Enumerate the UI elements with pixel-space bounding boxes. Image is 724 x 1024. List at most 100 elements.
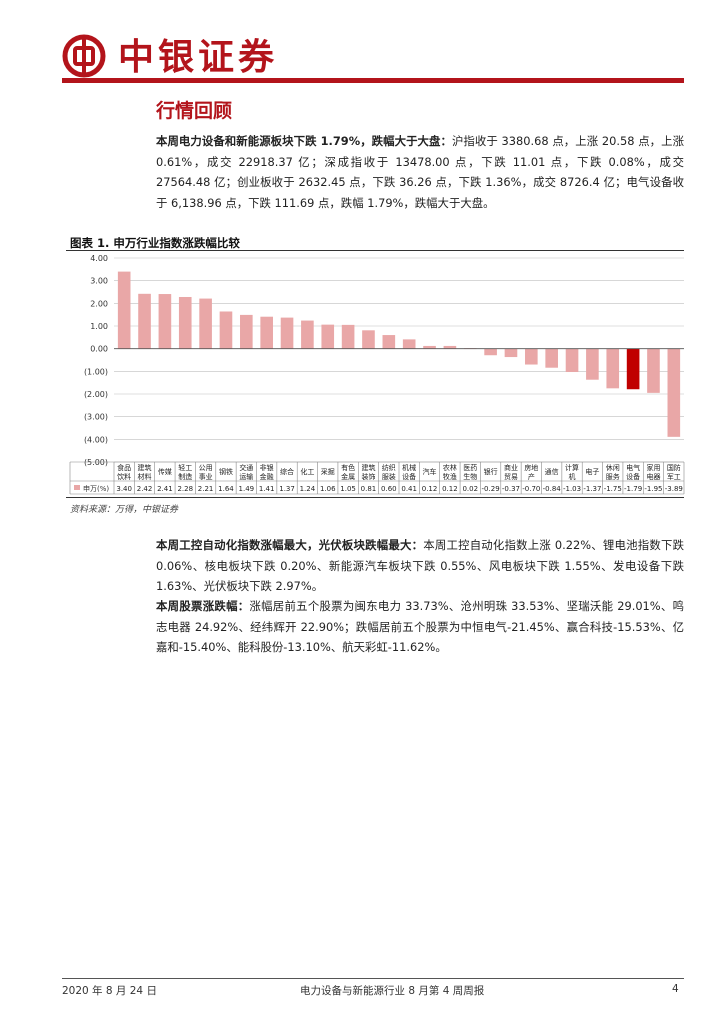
- bar: [667, 348, 681, 437]
- bar: [178, 296, 192, 349]
- x-category-label: 制造: [178, 472, 192, 481]
- x-category-label: 有色: [341, 463, 355, 472]
- x-category-label: 运输: [239, 472, 253, 481]
- data-label: -1.37: [583, 485, 601, 493]
- bar: [423, 345, 436, 349]
- x-category-label: 金属: [341, 472, 355, 481]
- paragraph-lead: 本周工控自动化指数涨幅最大，光伏板块跌幅最大：: [156, 538, 424, 552]
- legend-swatch: [74, 485, 80, 490]
- data-label: 1.37: [279, 485, 295, 493]
- x-category-label: 家用: [646, 463, 660, 472]
- y-tick-label: (2.00): [84, 390, 108, 399]
- bank-of-china-logo: [62, 34, 106, 78]
- data-label: 0.81: [361, 485, 377, 493]
- y-tick-label: 0.00: [90, 345, 108, 354]
- header-rule: [62, 78, 684, 83]
- bar: [606, 348, 620, 389]
- data-label: -0.84: [543, 485, 562, 493]
- data-label: 0.12: [442, 485, 458, 493]
- bar: [138, 293, 151, 349]
- x-category-label: 商业: [504, 463, 518, 472]
- bar: [321, 324, 335, 349]
- data-label: 1.24: [300, 485, 316, 493]
- x-category-label: 钢铁: [219, 467, 233, 476]
- data-label: 1.41: [259, 485, 275, 493]
- data-label: 2.28: [177, 485, 193, 493]
- bar: [525, 348, 538, 365]
- data-label: 1.06: [320, 485, 336, 493]
- bar: [362, 330, 375, 349]
- x-category-label: 房地: [524, 463, 538, 472]
- x-category-label: 传媒: [158, 467, 172, 476]
- x-category-label: 建筑: [138, 463, 152, 472]
- x-category-label: 农林: [443, 463, 457, 472]
- x-category-label: 食品: [117, 463, 131, 472]
- figure-bottom-rule: [66, 497, 684, 498]
- y-tick-label: 2.00: [90, 299, 108, 308]
- x-category-label: 采掘: [321, 467, 335, 476]
- data-label: -1.03: [563, 485, 581, 493]
- stock-movers-paragraph: 本周股票涨跌幅：涨幅居前五个股票为闽东电力 33.73%、沧州明珠 33.53%…: [156, 596, 684, 658]
- data-label: -1.79: [624, 485, 642, 493]
- x-category-label: 汽车: [423, 467, 437, 476]
- data-label: 3.40: [116, 485, 132, 493]
- paragraph-body: 涨幅居前五个股票为闽东电力 33.73%、沧州明珠 33.53%、坚瑞沃能 29…: [156, 599, 684, 654]
- x-category-label: 交通: [239, 463, 253, 472]
- data-label: -1.95: [644, 485, 662, 493]
- x-category-label: 饮料: [117, 472, 131, 481]
- data-label: 0.12: [422, 485, 438, 493]
- bar: [565, 348, 579, 373]
- x-category-label: 国防: [667, 463, 681, 472]
- y-tick-label: 3.00: [90, 277, 108, 286]
- x-category-label: 服装: [382, 472, 396, 481]
- data-label: 1.64: [218, 485, 234, 493]
- bar: [626, 348, 640, 390]
- bar: [301, 320, 314, 349]
- bar: [402, 339, 416, 349]
- bar: [647, 348, 660, 393]
- y-tick-label: (3.00): [84, 413, 108, 422]
- x-category-label: 军工: [667, 473, 681, 481]
- x-category-label: 化工: [300, 467, 314, 476]
- bar: [117, 271, 131, 349]
- data-label: 1.05: [340, 485, 356, 493]
- x-category-label: 银行: [484, 467, 498, 476]
- y-tick-label: (5.00): [84, 458, 108, 467]
- x-category-label: 建筑: [361, 463, 375, 472]
- bar: [504, 348, 518, 358]
- data-label: -1.75: [604, 485, 622, 493]
- sector-index-paragraph: 本周工控自动化指数涨幅最大，光伏板块跌幅最大：本周工控自动化指数上涨 0.22%…: [156, 535, 684, 597]
- bar: [341, 324, 355, 349]
- y-tick-label: (1.00): [84, 367, 108, 376]
- section-title: 行情回顾: [156, 100, 233, 122]
- x-category-label: 服务: [606, 472, 620, 481]
- data-label: 1.49: [239, 485, 255, 493]
- bar: [586, 348, 599, 380]
- bar: [545, 348, 558, 368]
- data-label: 0.41: [401, 485, 417, 493]
- x-category-label: 设备: [626, 472, 640, 481]
- x-category-label: 非银: [260, 463, 274, 472]
- data-label: -0.70: [522, 485, 540, 493]
- x-category-label: 通信: [545, 467, 559, 476]
- footer-date: 2020 年 8 月 24 日: [62, 985, 157, 997]
- x-category-label: 医药: [463, 463, 477, 472]
- market-review-paragraph: 本周电力设备和新能源板块下跌 1.79%，跌幅大于大盘：沪指收于 3380.68…: [156, 131, 684, 213]
- bar: [240, 314, 253, 349]
- bar: [219, 311, 233, 349]
- paragraph-body: 沪指收于 3380.68 点，上涨 20.58 点，上涨 0.61%，成交 22…: [156, 134, 685, 210]
- figure-top-rule: [66, 250, 684, 251]
- x-category-label: 机: [569, 472, 576, 481]
- y-tick-label: 1.00: [90, 322, 108, 331]
- x-category-label: 金融: [260, 472, 274, 481]
- bar: [484, 348, 497, 356]
- bar: [158, 294, 172, 349]
- figure-source: 资料来源：万得，中银证券: [70, 505, 179, 515]
- x-category-label: 产: [528, 472, 535, 481]
- x-category-label: 事业: [199, 472, 213, 481]
- x-category-label: 公用: [199, 464, 213, 472]
- y-tick-label: 4.00: [90, 254, 108, 263]
- x-category-label: 牧渔: [443, 472, 457, 481]
- footer-rule: [62, 978, 684, 979]
- page-number: 4: [672, 983, 679, 995]
